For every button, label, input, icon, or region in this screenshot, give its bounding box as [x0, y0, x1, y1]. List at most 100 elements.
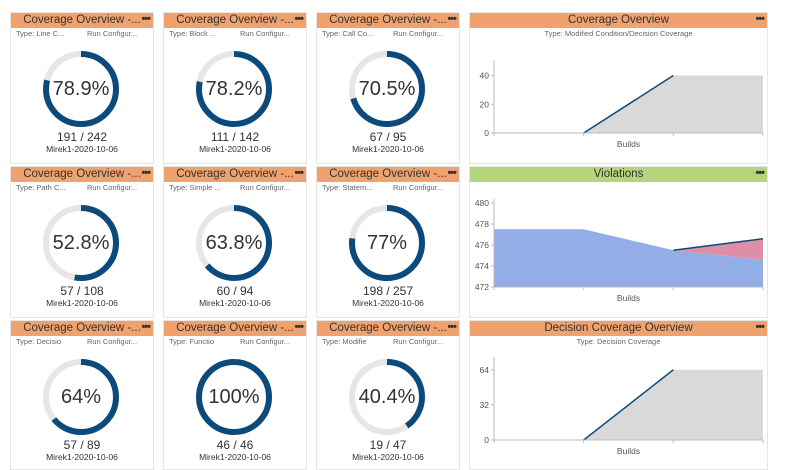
y-tick-label: 32 — [480, 400, 490, 410]
more-menu-icon[interactable]: ••• — [755, 167, 765, 179]
tile-subtitle: Type: Block ... Run Configur... — [164, 28, 306, 39]
y-tick-label: 64 — [480, 365, 490, 375]
decision-coverage-panel[interactable]: Decision Coverage Overview ••• Type: Deci… — [469, 320, 768, 470]
coverage-count: 57 / 89 — [63, 438, 101, 452]
build-name: Mirek1-2020-10-06 — [46, 144, 118, 154]
tile-title: Coverage Overview -... — [176, 322, 294, 334]
y-tick-label: 0 — [484, 128, 489, 138]
panel-header: Violations ••• — [470, 167, 767, 182]
more-menu-icon[interactable]: ••• — [141, 167, 151, 179]
violations-chart: 472 474 476 478 480 Builds — [475, 198, 764, 303]
tile-header: Coverage Overview -... ••• — [11, 167, 153, 182]
tile-type: Type: Call Co... — [322, 29, 374, 38]
x-axis-label: Builds — [617, 446, 640, 456]
coverage-count: 46 / 46 — [216, 438, 254, 452]
panel-header: Decision Coverage Overview ••• — [470, 321, 767, 336]
gauge-percent: 52.8% — [52, 232, 110, 254]
coverage-tile-path[interactable]: Coverage Overview -... ••• Type: Path C..… — [10, 166, 154, 318]
tile-subtitle: Type: Simple ... Run Configur... — [164, 182, 306, 193]
series-line — [673, 237, 764, 251]
y-tick-label: 476 — [475, 240, 489, 250]
tile-subtitle: Type: Statem... Run Configur... — [317, 182, 459, 193]
tile-title: Coverage Overview -... — [23, 322, 141, 334]
coverage-count: 111 / 142 — [210, 130, 260, 144]
y-tick-label: 478 — [475, 219, 489, 229]
coverage-tile-block[interactable]: Coverage Overview -... ••• Type: Block ..… — [163, 12, 307, 164]
gauge-fill — [43, 51, 119, 127]
panel-subtitle: Type: Modified Condition/Decision Covera… — [544, 29, 693, 38]
gauge-fill — [196, 205, 272, 281]
coverage-count: 67 / 95 — [369, 130, 407, 144]
build-name: Mirek1-2020-10-06 — [199, 298, 271, 308]
tile-header: Coverage Overview -... ••• — [317, 321, 459, 336]
more-menu-icon[interactable]: ••• — [447, 321, 457, 333]
gauge-percent: 70.5% — [358, 78, 416, 100]
tile-header: Coverage Overview -... ••• — [317, 13, 459, 28]
series-area — [583, 75, 763, 133]
tile-header: Coverage Overview -... ••• — [317, 167, 459, 182]
coverage-tile-simple[interactable]: Coverage Overview -... ••• Type: Simple .… — [163, 166, 307, 318]
panel-header: Coverage Overview ••• — [470, 13, 767, 28]
x-axis-label: Builds — [617, 139, 640, 149]
gauge-percent: 64% — [60, 386, 102, 408]
x-axis-label: Builds — [617, 293, 640, 303]
tile-title: Coverage Overview -... — [329, 168, 447, 180]
tile-header: Coverage Overview -... ••• — [11, 13, 153, 28]
series-area — [583, 369, 763, 440]
series-line — [583, 74, 674, 134]
tile-type: Type: Path C... — [16, 183, 66, 192]
tile-run-config: Run Configur... — [87, 337, 138, 346]
panel-subtitle: Type: Decision Coverage — [576, 337, 661, 346]
more-menu-icon[interactable]: ••• — [294, 13, 304, 25]
coverage-tile-modified[interactable]: Coverage Overview -... ••• Type: Modifie R… — [316, 320, 460, 470]
panel-title: Coverage Overview — [568, 14, 669, 26]
gauge-percent: 40.4% — [358, 386, 416, 408]
more-menu-icon[interactable]: ••• — [141, 13, 151, 25]
coverage-count: 191 / 242 — [56, 130, 108, 144]
gauge-percent: 100% — [208, 386, 260, 408]
tile-title: Coverage Overview -... — [23, 14, 141, 26]
violations-panel[interactable]: Violations ••• 472 474 476 478 480 Builds — [469, 166, 768, 318]
gauge-percent: 63.8% — [205, 232, 263, 254]
panel-title: Decision Coverage Overview — [544, 322, 693, 334]
coverage-tile-call[interactable]: Coverage Overview -... ••• Type: Call Co.… — [316, 12, 460, 164]
gauge-percent: 78.9% — [52, 78, 110, 100]
coverage-tile-statement[interactable]: Coverage Overview -... ••• Type: Statem..… — [316, 166, 460, 318]
panel-title: Violations — [593, 168, 644, 180]
gauge-fill — [43, 359, 119, 435]
coverage-count: 60 / 94 — [216, 284, 254, 298]
coverage-count: 198 / 257 — [362, 284, 414, 298]
coverage-tile-decision[interactable]: Coverage Overview -... ••• Type: Decisio R… — [10, 320, 154, 470]
gauge-percent: 78.2% — [205, 78, 263, 100]
more-menu-icon[interactable]: ••• — [141, 321, 151, 333]
more-menu-icon[interactable]: ••• — [294, 167, 304, 179]
build-name: Mirek1-2020-10-06 — [352, 144, 424, 154]
y-tick-label: 474 — [475, 261, 489, 271]
tile-type: Type: Modifie — [322, 337, 367, 346]
tile-title: Coverage Overview -... — [329, 322, 447, 334]
coverage-tile-line[interactable]: Coverage Overview -... ••• Type: Line C..… — [10, 12, 154, 164]
more-menu-icon[interactable]: ••• — [755, 13, 765, 25]
coverage-gauge: 64% — [41, 357, 121, 437]
tile-subtitle: Type: Call Co... Run Configur... — [317, 28, 459, 39]
series-area — [673, 238, 763, 260]
gauge-fill — [349, 205, 425, 281]
gauge-fill — [196, 359, 272, 435]
more-menu-icon[interactable]: ••• — [447, 13, 457, 25]
more-menu-icon[interactable]: ••• — [755, 321, 765, 333]
mcdc-coverage-panel[interactable]: Coverage Overview ••• Type: Modified Cond… — [469, 12, 768, 164]
build-name: Mirek1-2020-10-06 — [46, 452, 118, 462]
coverage-gauge: 78.2% — [194, 49, 274, 129]
coverage-gauge: 40.4% — [347, 357, 427, 437]
tile-run-config: Run Configur... — [87, 183, 138, 192]
tile-subtitle: Type: Line C... Run Configur... — [11, 28, 153, 39]
coverage-count: 57 / 108 — [60, 284, 104, 298]
build-name: Mirek1-2020-10-06 — [352, 298, 424, 308]
more-menu-icon[interactable]: ••• — [294, 321, 304, 333]
tile-header: Coverage Overview -... ••• — [164, 321, 306, 336]
coverage-gauge: 52.8% — [41, 203, 121, 283]
tile-title: Coverage Overview -... — [329, 14, 447, 26]
more-menu-icon[interactable]: ••• — [447, 167, 457, 179]
tile-subtitle: Type: Functio Run Configur... — [164, 336, 306, 347]
coverage-tile-function[interactable]: Coverage Overview -... ••• Type: Functio R… — [163, 320, 307, 470]
